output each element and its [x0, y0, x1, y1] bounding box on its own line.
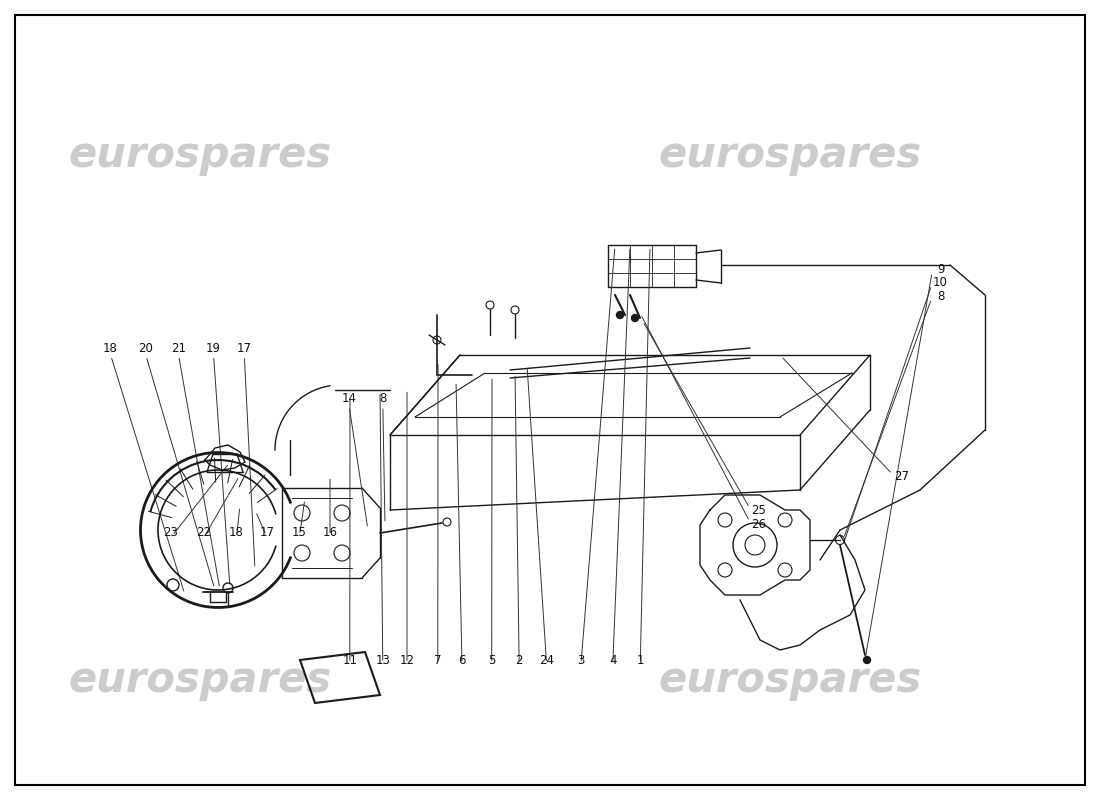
Text: 24: 24: [539, 654, 554, 666]
Text: 21: 21: [170, 342, 186, 354]
Text: 4: 4: [609, 654, 616, 666]
Text: 17: 17: [236, 342, 252, 354]
Text: 18: 18: [102, 342, 118, 354]
Circle shape: [631, 314, 638, 322]
Text: 8: 8: [937, 290, 944, 302]
Text: 17: 17: [260, 526, 275, 538]
Text: 26: 26: [751, 518, 767, 530]
Text: 15: 15: [292, 526, 307, 538]
Text: 8: 8: [379, 392, 386, 405]
Text: 9: 9: [937, 263, 944, 276]
Text: 1: 1: [637, 654, 644, 666]
Text: 12: 12: [399, 654, 415, 666]
Text: 22: 22: [196, 526, 211, 538]
Text: 5: 5: [488, 654, 495, 666]
Text: 23: 23: [163, 526, 178, 538]
Text: 13: 13: [375, 654, 390, 666]
Circle shape: [864, 657, 870, 663]
Text: 2: 2: [516, 654, 522, 666]
Text: eurospares: eurospares: [659, 659, 922, 701]
Circle shape: [616, 311, 624, 318]
Text: 10: 10: [933, 276, 948, 289]
Text: 25: 25: [751, 504, 767, 517]
Text: 20: 20: [138, 342, 153, 354]
Text: 16: 16: [322, 526, 338, 538]
Text: eurospares: eurospares: [68, 134, 331, 176]
Text: 27: 27: [894, 470, 910, 482]
Text: 11: 11: [342, 654, 358, 666]
Text: eurospares: eurospares: [68, 659, 331, 701]
Text: 19: 19: [206, 342, 221, 354]
Text: 18: 18: [229, 526, 244, 538]
Text: 3: 3: [578, 654, 584, 666]
Text: 14: 14: [341, 392, 356, 405]
Text: eurospares: eurospares: [659, 134, 922, 176]
Text: 7: 7: [434, 654, 441, 666]
Text: 6: 6: [459, 654, 465, 666]
